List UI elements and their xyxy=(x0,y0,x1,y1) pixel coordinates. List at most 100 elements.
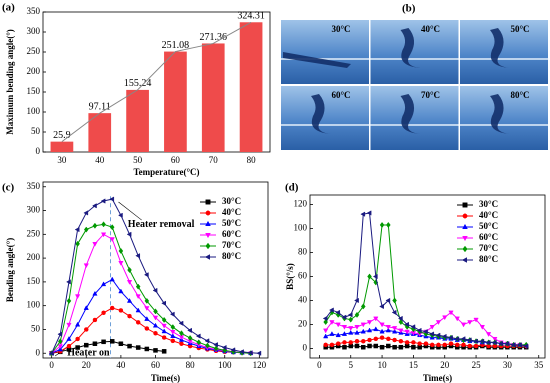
bar xyxy=(50,141,74,152)
marker xyxy=(144,297,150,304)
marker xyxy=(379,221,385,228)
marker xyxy=(411,344,416,350)
marker xyxy=(204,254,211,260)
marker xyxy=(517,342,522,348)
marker xyxy=(109,339,115,344)
marker xyxy=(187,327,192,334)
marker xyxy=(448,335,453,341)
marker xyxy=(379,344,385,350)
marker xyxy=(204,338,210,344)
x-tick-label: 35 xyxy=(534,360,544,370)
photo-caption: 60°C xyxy=(331,90,350,100)
marker xyxy=(492,336,498,342)
marker xyxy=(335,322,341,328)
marker xyxy=(466,337,472,343)
marker xyxy=(161,323,167,329)
x-axis-label: Time(s) xyxy=(423,373,452,383)
marker xyxy=(467,343,473,349)
film-strip xyxy=(400,28,421,68)
marker xyxy=(153,308,158,315)
marker xyxy=(329,342,335,348)
y-tick-label: 0 xyxy=(303,342,308,352)
marker xyxy=(460,322,467,328)
y-tick-label: 80 xyxy=(298,247,308,257)
marker xyxy=(179,341,184,346)
value-label: 97.11 xyxy=(89,101,111,112)
marker xyxy=(195,333,201,339)
marker xyxy=(221,344,227,351)
marker xyxy=(354,329,360,335)
photo xyxy=(460,20,548,84)
marker xyxy=(187,335,193,342)
marker xyxy=(127,266,132,274)
marker xyxy=(354,297,359,304)
x-tick-label: 30 xyxy=(57,155,67,165)
marker xyxy=(398,344,404,350)
value-label: 155.24 xyxy=(124,78,152,89)
marker xyxy=(322,315,328,322)
marker xyxy=(135,345,141,350)
x-tick-label: 60 xyxy=(171,155,181,165)
y-tick-label: 20 xyxy=(298,319,308,329)
marker xyxy=(373,316,379,322)
marker xyxy=(385,324,391,330)
marker xyxy=(348,340,353,345)
marker xyxy=(386,336,391,342)
marker xyxy=(360,303,366,310)
marker xyxy=(335,332,341,338)
marker xyxy=(323,319,328,326)
marker xyxy=(386,343,391,349)
photo xyxy=(281,20,369,84)
marker xyxy=(436,342,441,348)
marker xyxy=(169,311,175,317)
marker xyxy=(391,309,397,316)
marker xyxy=(161,316,167,323)
marker xyxy=(467,320,473,325)
x-tick-label: 60 xyxy=(151,360,161,370)
marker xyxy=(410,324,416,330)
marker xyxy=(341,324,348,330)
marker xyxy=(100,281,107,287)
marker xyxy=(213,342,218,348)
waterline xyxy=(460,124,548,126)
waterline xyxy=(460,58,548,60)
waterline xyxy=(370,124,459,126)
y-axis-label: BS(°/s) xyxy=(285,263,295,290)
marker xyxy=(57,344,63,350)
marker xyxy=(473,343,479,349)
marker xyxy=(74,294,81,300)
legend-label: 50°C xyxy=(479,221,498,231)
annotation-arrow xyxy=(118,201,142,221)
marker xyxy=(143,272,149,278)
y-tick-label: 50 xyxy=(31,324,41,334)
marker xyxy=(161,349,167,354)
marker xyxy=(109,305,115,311)
marker xyxy=(135,294,141,300)
marker xyxy=(366,327,373,333)
marker xyxy=(510,342,516,348)
marker xyxy=(74,321,81,327)
marker xyxy=(205,220,211,227)
marker xyxy=(170,324,176,331)
y-axis-label: Maximum bending angle(°) xyxy=(5,29,15,135)
marker xyxy=(109,224,115,231)
marker xyxy=(479,338,485,344)
marker xyxy=(118,288,124,294)
plot-frame xyxy=(42,11,271,153)
x-tick-label: 25 xyxy=(472,360,482,370)
photo-caption: 80°C xyxy=(510,90,529,100)
marker xyxy=(361,344,366,350)
legend-label: 30°C xyxy=(479,199,498,209)
marker xyxy=(398,338,404,344)
marker xyxy=(152,322,159,328)
marker xyxy=(101,339,106,345)
marker xyxy=(323,328,329,334)
y-tick-label: 250 xyxy=(27,228,41,238)
bar xyxy=(126,89,149,152)
y-tick-label: 250 xyxy=(27,46,41,56)
marker xyxy=(354,311,360,318)
marker xyxy=(379,328,385,334)
marker xyxy=(462,235,468,242)
marker xyxy=(66,343,72,349)
x-tick-label: 70 xyxy=(209,155,219,165)
